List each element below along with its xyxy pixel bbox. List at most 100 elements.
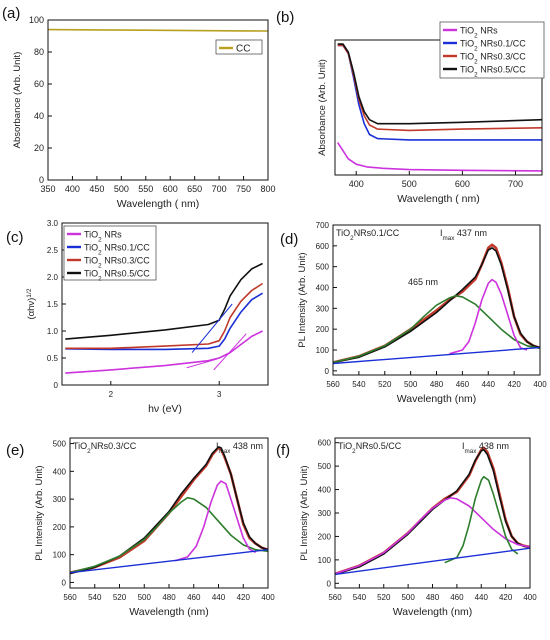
series-baseline xyxy=(335,547,530,576)
y-tick-label: 0.5 xyxy=(47,354,59,363)
legend-label-part: TiO xyxy=(460,26,474,36)
series-line xyxy=(48,28,268,32)
peak-label-part: 438 nm xyxy=(230,441,263,451)
legend-label-part: TiO xyxy=(460,65,474,75)
chart-panel-6: (f) 560 540 520 500 480 460 440 420 400 0 100 200 300… xyxy=(276,437,537,618)
y-tick-label: 700 xyxy=(316,221,330,230)
x-tick-label: 3 xyxy=(217,390,222,399)
sample-label-part: TiO xyxy=(338,441,352,451)
x-axis-label: Wavelength (nm) xyxy=(397,393,477,405)
y-tick-label: 500 xyxy=(53,440,67,449)
x-axis-label: Wavelength ( nm) xyxy=(117,198,199,210)
plot-frame xyxy=(334,437,531,589)
y-tick-label: 500 xyxy=(316,263,330,272)
series-group xyxy=(65,262,264,374)
peak-label-part: I xyxy=(216,441,219,451)
y-tick-label: 300 xyxy=(316,304,330,313)
y-axis-label: (αhν)1/2 xyxy=(26,288,38,319)
sample-label-part: 2 xyxy=(87,448,91,455)
x-tick-label: 480 xyxy=(430,380,444,389)
panel-label: (c) xyxy=(6,229,24,246)
legend-label-part: 2 xyxy=(98,249,102,256)
y-tick-label: 0 xyxy=(62,578,67,587)
chart-panel-5: (e) 560 540 520 500 480 460 440 420 400 0 100 200 300… xyxy=(6,437,275,618)
series-group xyxy=(70,446,268,575)
x-tick-label: 460 xyxy=(456,380,470,389)
x-tick-label: 520 xyxy=(113,593,127,602)
y-axis-label-part: (αhν) xyxy=(26,298,37,320)
x-tick-label: 420 xyxy=(507,380,521,389)
panel-label: (d) xyxy=(280,231,298,248)
x-tick-label: 550 xyxy=(138,184,153,194)
legend-label-part: TiO xyxy=(84,256,98,266)
series-measured xyxy=(333,243,540,364)
legend-label-part: TiO xyxy=(460,52,474,62)
legend-label-part: NRs0.1/CC xyxy=(478,39,527,49)
sample-label-part: TiO xyxy=(336,228,350,238)
x-tick-label: 600 xyxy=(455,179,470,189)
legend-label: CC xyxy=(236,44,250,55)
x-tick-label: 500 xyxy=(401,593,415,602)
legend-label: TiO2 NRs0.1/CC xyxy=(460,39,526,53)
x-tick-label: 500 xyxy=(402,179,417,189)
x-tick-label: 560 xyxy=(326,380,340,389)
series-line xyxy=(65,262,263,340)
series-component-437 xyxy=(449,278,528,355)
x-tick-label: 500 xyxy=(138,593,152,602)
legend-label-part: NRs xyxy=(102,230,122,240)
series-line xyxy=(65,292,264,351)
legend-label-part: NRs0.5/CC xyxy=(478,65,527,75)
plot-frame xyxy=(332,224,541,376)
x-tick-label: 350 xyxy=(40,184,55,194)
series-group xyxy=(333,243,540,365)
plot-frame xyxy=(334,39,543,176)
y-axis-label: PL Intensity (Arb. Unit) xyxy=(299,465,310,560)
panel-label: (b) xyxy=(276,9,294,26)
series-group xyxy=(337,43,542,172)
sample-label: TiO2NRs0.5/CC xyxy=(338,441,402,455)
series-baseline xyxy=(333,346,540,365)
x-tick-label: 440 xyxy=(212,593,226,602)
x-tick-label: 400 xyxy=(523,593,537,602)
peak-label-part: 438 nm xyxy=(476,441,509,451)
x-tick-label: 700 xyxy=(212,184,227,194)
y-tick-label: 600 xyxy=(316,242,330,251)
legend-label-part: TiO xyxy=(84,269,98,279)
x-tick-label: 560 xyxy=(63,593,77,602)
series-group xyxy=(48,28,268,32)
y-tick-label: 40 xyxy=(34,111,44,121)
tangent-fit-line xyxy=(191,303,233,353)
x-tick-label: 560 xyxy=(328,593,342,602)
x-tick-label: 520 xyxy=(378,380,392,389)
chart-panel-4: (d) 560 540 520 500 480 460 440 420 400 0 100 200 300… xyxy=(280,221,547,405)
sample-label-part: 2 xyxy=(350,235,354,242)
x-tick-label: 400 xyxy=(533,380,547,389)
chart-panel-1: (a) 350 400 450 500 550 600 650 700 750 800 0 20 40 60… xyxy=(2,5,276,210)
legend-label-part: TiO xyxy=(84,243,98,253)
x-tick-label: 440 xyxy=(482,380,496,389)
y-tick-label: 300 xyxy=(53,495,67,504)
x-tick-label: 800 xyxy=(260,184,275,194)
x-tick-label: 480 xyxy=(162,593,176,602)
peak-label-part: 437 nm xyxy=(454,228,487,238)
legend-label-part: TiO xyxy=(460,39,474,49)
peak-label-part: max xyxy=(219,448,232,455)
plot-frame xyxy=(47,19,269,181)
legend-label-part: 2 xyxy=(98,275,102,282)
series-component-465 xyxy=(70,496,268,574)
series-fit xyxy=(333,247,540,364)
x-tick-label: 420 xyxy=(237,593,251,602)
x-axis-label: Wavelength (nm) xyxy=(393,606,473,618)
legend-box xyxy=(439,21,545,79)
sample-label: TiO2NRs0.3/CC xyxy=(73,441,137,455)
x-tick-label: 2 xyxy=(109,390,114,399)
series-line xyxy=(65,330,263,374)
legend-label-part: NRs0.3/CC xyxy=(478,52,527,62)
sample-label-part: NRs0.5/CC xyxy=(356,441,402,451)
series-fit xyxy=(70,446,268,575)
series-fit xyxy=(335,448,530,576)
legend-label-part: TiO xyxy=(84,230,98,240)
y-tick-label: 1.0 xyxy=(47,327,59,336)
legend-label-part: 2 xyxy=(98,262,102,269)
